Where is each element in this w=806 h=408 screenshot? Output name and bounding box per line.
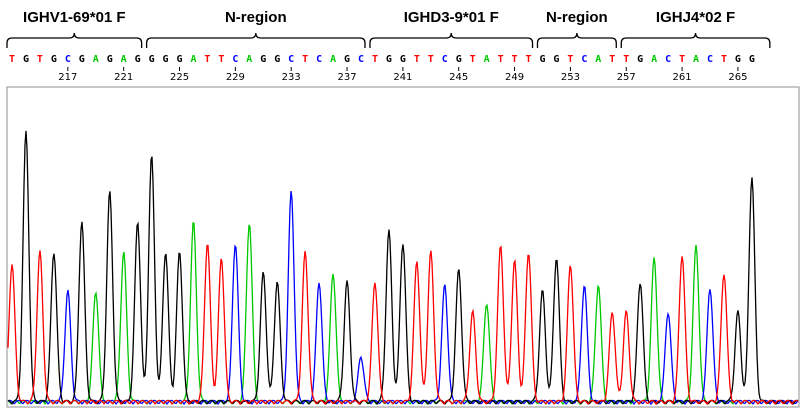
base-call-G: G (274, 54, 280, 65)
base-call-C: C (442, 54, 448, 65)
bracket-line (145, 32, 366, 48)
base-call-T: T (218, 54, 224, 65)
base-call-C: C (288, 54, 294, 65)
tick-label: 249 (505, 72, 524, 83)
region-label: IGHD3-9*01 F (404, 9, 499, 26)
base-call-T: T (428, 54, 434, 65)
base-call-G: G (177, 54, 183, 65)
base-call-G: G (344, 54, 350, 65)
base-call-T: T (526, 54, 532, 65)
tick-label: 245 (449, 72, 468, 83)
tick-label: 241 (393, 72, 412, 83)
bracket-line (620, 32, 771, 48)
base-call-C: C (358, 54, 364, 65)
tick-label: 233 (282, 72, 301, 83)
base-call-G: G (107, 54, 113, 65)
base-call-G: G (23, 54, 29, 65)
base-call-G: G (386, 54, 392, 65)
region-label: IGHV1-69*01 F (23, 9, 126, 26)
tick-label: 217 (58, 72, 77, 83)
base-call-G: G (553, 54, 559, 65)
base-call-G: G (149, 54, 155, 65)
base-call-T: T (623, 54, 629, 65)
base-call-G: G (637, 54, 643, 65)
region-label: N-region (546, 9, 608, 26)
position-axis: 217 221 225 229 233 237 241 245 249 253 257 261 265 (58, 67, 747, 83)
base-call-C: C (581, 54, 587, 65)
tick-label: 229 (226, 72, 245, 83)
base-call-C: C (665, 54, 671, 65)
base-call-G: G (735, 54, 741, 65)
trace-T (7, 244, 799, 406)
trace-lines (7, 130, 799, 406)
base-call-G: G (163, 54, 169, 65)
region-bracket: N-region (145, 9, 366, 48)
base-call-T: T (512, 54, 518, 65)
base-call-A: A (190, 54, 196, 65)
base-call-T: T (567, 54, 573, 65)
trace-panel-frame (6, 86, 800, 408)
region-bracket: IGHV1-69*01 F (6, 9, 143, 48)
region-brackets: IGHV1-69*01 F N-region IGHD3-9*01 F N-regio… (6, 9, 771, 48)
base-call-G: G (51, 54, 57, 65)
bracket-line (536, 32, 617, 48)
base-call-T: T (204, 54, 210, 65)
tick-label: 253 (561, 72, 580, 83)
base-call-T: T (721, 54, 727, 65)
region-bracket: IGHJ4*02 F (620, 9, 771, 48)
base-call-T: T (470, 54, 476, 65)
base-call-T: T (498, 54, 504, 65)
region-bracket: N-region (536, 9, 617, 48)
base-call-C: C (232, 54, 238, 65)
base-call-A: A (595, 54, 601, 65)
base-call-A: A (693, 54, 699, 65)
base-call-G: G (400, 54, 406, 65)
base-call-T: T (302, 54, 308, 65)
base-call-G: G (135, 54, 141, 65)
base-call-T: T (679, 54, 685, 65)
base-call-T: T (609, 54, 615, 65)
base-call-G: G (539, 54, 545, 65)
base-call-C: C (316, 54, 322, 65)
tick-label: 265 (728, 72, 747, 83)
base-call-A: A (121, 54, 127, 65)
base-call-A: A (93, 54, 99, 65)
base-call-G: G (456, 54, 462, 65)
base-call-T: T (37, 54, 43, 65)
bracket-line (6, 32, 143, 48)
tick-label: 221 (114, 72, 133, 83)
tick-label: 257 (617, 72, 636, 83)
base-call-T: T (414, 54, 420, 65)
base-call-A: A (484, 54, 490, 65)
base-call-T: T (9, 54, 15, 65)
tick-label: 261 (673, 72, 692, 83)
region-label: N-region (225, 9, 287, 26)
region-bracket: IGHD3-9*01 F (369, 9, 534, 48)
base-call-C: C (707, 54, 713, 65)
tick-label: 225 (170, 72, 189, 83)
bracket-line (369, 32, 534, 48)
base-call-C: C (65, 54, 71, 65)
region-label: IGHJ4*02 F (656, 9, 735, 26)
tick-label: 237 (337, 72, 356, 83)
base-call-G: G (260, 54, 266, 65)
base-call-A: A (246, 54, 252, 65)
base-call-A: A (651, 54, 657, 65)
base-call-A: A (330, 54, 336, 65)
base-call-G: G (79, 54, 85, 65)
base-call-G: G (749, 54, 755, 65)
base-call-T: T (372, 54, 378, 65)
trace-G (7, 130, 799, 406)
